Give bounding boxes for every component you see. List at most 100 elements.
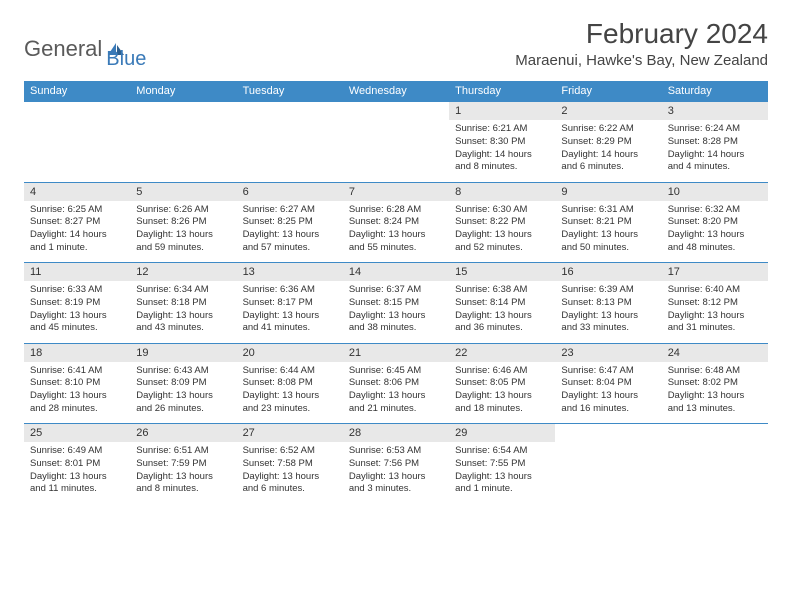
day-dl1: Daylight: 13 hours [349, 390, 443, 403]
month-title: February 2024 [515, 18, 768, 50]
day-number-cell: 7 [343, 182, 449, 201]
day-number-cell [237, 102, 343, 121]
day-dl2: and 1 minute. [455, 483, 549, 496]
day-dl1: Daylight: 14 hours [668, 149, 762, 162]
day-sr: Sunrise: 6:22 AM [561, 123, 655, 136]
day-number-cell: 21 [343, 343, 449, 362]
day-sr: Sunrise: 6:33 AM [30, 284, 124, 297]
day-dl1: Daylight: 13 hours [668, 229, 762, 242]
day-number-cell: 27 [237, 424, 343, 443]
day-dl1: Daylight: 13 hours [349, 310, 443, 323]
day-ss: Sunset: 8:06 PM [349, 377, 443, 390]
day-dl2: and 16 minutes. [561, 403, 655, 416]
day-ss: Sunset: 8:13 PM [561, 297, 655, 310]
day-ss: Sunset: 8:10 PM [30, 377, 124, 390]
day-dl1: Daylight: 13 hours [561, 229, 655, 242]
day-content-cell [662, 442, 768, 504]
day-number-cell: 19 [130, 343, 236, 362]
day-number-cell: 8 [449, 182, 555, 201]
content-row: Sunrise: 6:41 AMSunset: 8:10 PMDaylight:… [24, 362, 768, 424]
day-ss: Sunset: 8:04 PM [561, 377, 655, 390]
weekday-header: Monday [130, 81, 236, 102]
day-sr: Sunrise: 6:49 AM [30, 445, 124, 458]
day-ss: Sunset: 8:01 PM [30, 458, 124, 471]
day-ss: Sunset: 8:25 PM [243, 216, 337, 229]
day-content-cell [237, 120, 343, 182]
day-content-cell: Sunrise: 6:36 AMSunset: 8:17 PMDaylight:… [237, 281, 343, 343]
day-sr: Sunrise: 6:44 AM [243, 365, 337, 378]
day-content-cell: Sunrise: 6:37 AMSunset: 8:15 PMDaylight:… [343, 281, 449, 343]
day-number-cell: 2 [555, 102, 661, 121]
day-content-cell [343, 120, 449, 182]
day-sr: Sunrise: 6:43 AM [136, 365, 230, 378]
day-content-cell: Sunrise: 6:21 AMSunset: 8:30 PMDaylight:… [449, 120, 555, 182]
title-block: February 2024 Maraenui, Hawke's Bay, New… [515, 18, 768, 69]
day-dl1: Daylight: 13 hours [668, 390, 762, 403]
weekday-header: Tuesday [237, 81, 343, 102]
day-number-cell: 25 [24, 424, 130, 443]
day-number-cell: 4 [24, 182, 130, 201]
day-dl1: Daylight: 13 hours [30, 310, 124, 323]
content-row: Sunrise: 6:33 AMSunset: 8:19 PMDaylight:… [24, 281, 768, 343]
weekday-header-row: Sunday Monday Tuesday Wednesday Thursday… [24, 81, 768, 102]
day-number-cell: 6 [237, 182, 343, 201]
brand-blue: Blue [106, 48, 146, 71]
day-ss: Sunset: 8:09 PM [136, 377, 230, 390]
day-dl1: Daylight: 13 hours [30, 390, 124, 403]
day-dl2: and 28 minutes. [30, 403, 124, 416]
day-ss: Sunset: 8:19 PM [30, 297, 124, 310]
day-content-cell: Sunrise: 6:32 AMSunset: 8:20 PMDaylight:… [662, 201, 768, 263]
day-ss: Sunset: 8:24 PM [349, 216, 443, 229]
day-dl1: Daylight: 13 hours [455, 390, 549, 403]
day-number-cell: 13 [237, 263, 343, 282]
day-sr: Sunrise: 6:26 AM [136, 204, 230, 217]
weekday-header: Sunday [24, 81, 130, 102]
day-content-cell: Sunrise: 6:53 AMSunset: 7:56 PMDaylight:… [343, 442, 449, 504]
day-dl1: Daylight: 13 hours [561, 390, 655, 403]
day-dl1: Daylight: 13 hours [455, 310, 549, 323]
day-number-cell: 1 [449, 102, 555, 121]
day-sr: Sunrise: 6:45 AM [349, 365, 443, 378]
daynum-row: 18192021222324 [24, 343, 768, 362]
day-dl1: Daylight: 13 hours [136, 310, 230, 323]
day-dl2: and 4 minutes. [668, 161, 762, 174]
day-content-cell [24, 120, 130, 182]
day-content-cell: Sunrise: 6:45 AMSunset: 8:06 PMDaylight:… [343, 362, 449, 424]
day-dl2: and 3 minutes. [349, 483, 443, 496]
day-content-cell [555, 442, 661, 504]
day-ss: Sunset: 7:59 PM [136, 458, 230, 471]
day-dl1: Daylight: 13 hours [668, 310, 762, 323]
day-number-cell [662, 424, 768, 443]
day-dl2: and 36 minutes. [455, 322, 549, 335]
day-ss: Sunset: 8:30 PM [455, 136, 549, 149]
day-content-cell: Sunrise: 6:34 AMSunset: 8:18 PMDaylight:… [130, 281, 236, 343]
day-number-cell: 14 [343, 263, 449, 282]
day-content-cell: Sunrise: 6:24 AMSunset: 8:28 PMDaylight:… [662, 120, 768, 182]
day-dl2: and 21 minutes. [349, 403, 443, 416]
location-label: Maraenui, Hawke's Bay, New Zealand [515, 52, 768, 69]
day-number-cell [130, 102, 236, 121]
day-number-cell [24, 102, 130, 121]
day-dl2: and 11 minutes. [30, 483, 124, 496]
day-dl1: Daylight: 13 hours [561, 310, 655, 323]
day-content-cell: Sunrise: 6:40 AMSunset: 8:12 PMDaylight:… [662, 281, 768, 343]
day-dl2: and 8 minutes. [136, 483, 230, 496]
brand-logo: General Blue [24, 18, 146, 71]
day-dl1: Daylight: 13 hours [455, 471, 549, 484]
day-content-cell: Sunrise: 6:48 AMSunset: 8:02 PMDaylight:… [662, 362, 768, 424]
day-dl2: and 33 minutes. [561, 322, 655, 335]
day-number-cell: 15 [449, 263, 555, 282]
day-sr: Sunrise: 6:31 AM [561, 204, 655, 217]
day-dl1: Daylight: 13 hours [136, 471, 230, 484]
day-dl1: Daylight: 13 hours [136, 229, 230, 242]
day-number-cell: 3 [662, 102, 768, 121]
day-ss: Sunset: 7:56 PM [349, 458, 443, 471]
day-number-cell: 11 [24, 263, 130, 282]
day-sr: Sunrise: 6:48 AM [668, 365, 762, 378]
day-ss: Sunset: 8:27 PM [30, 216, 124, 229]
day-ss: Sunset: 8:28 PM [668, 136, 762, 149]
day-sr: Sunrise: 6:39 AM [561, 284, 655, 297]
day-sr: Sunrise: 6:40 AM [668, 284, 762, 297]
day-dl1: Daylight: 13 hours [136, 390, 230, 403]
day-number-cell [343, 102, 449, 121]
